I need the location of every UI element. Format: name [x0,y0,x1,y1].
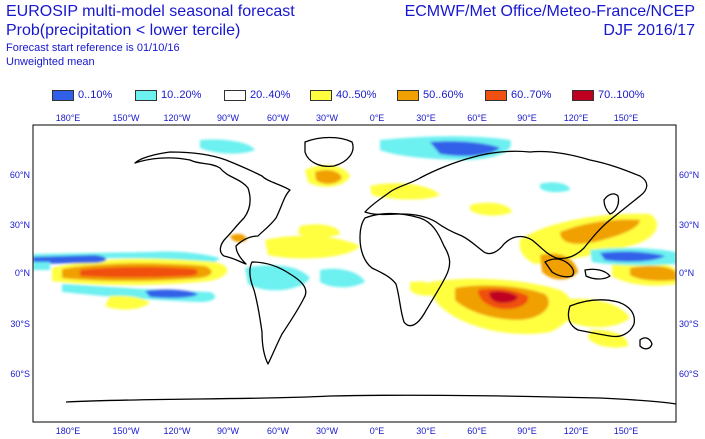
probability-shading [33,136,676,348]
longitude-label: 150°W [112,113,140,123]
shade-yellow-catl [298,224,340,238]
shade-cyan-np-band [33,251,220,262]
shade-yellow-casia [470,202,512,216]
map-title: EUROSIP multi-model seasonal forecast [6,3,295,20]
latitude-label: 60°S [10,369,30,379]
maritime-continent-coast [544,258,575,278]
shade-yellow-africa [410,281,442,296]
legend-swatch [485,90,507,101]
legend-label: 70..100% [598,89,645,101]
longitude-label: 60°E [467,426,487,436]
longitude-label: 150°W [112,426,140,436]
longitude-label: 180°E [56,113,81,123]
antarctica-coast [65,394,676,405]
longitude-label: 90°E [517,426,537,436]
new-zealand-coast [639,337,653,350]
legend-swatch [52,90,74,101]
legend-label: 0..10% [78,89,113,101]
longitude-label: 90°W [217,113,240,123]
latitude-label: 60°N [10,170,30,180]
legend-swatch [572,90,594,101]
longitude-label: 30°E [416,426,436,436]
longitude-label: 120°E [564,113,589,123]
africa-coast [359,212,451,327]
latitude-labels-right: 60°N 30°N 0°N 30°S 60°S [679,170,699,379]
latitude-label: 30°N [10,220,30,230]
latitude-label: 60°N [679,170,699,180]
coastlines [65,136,676,405]
shade-blue-np-band [33,255,107,264]
longitude-label: 60°W [267,113,290,123]
map-subtitle: Prob(precipitation < lower tercile) [6,22,241,39]
longitude-labels-top: 180°E 150°W 120°W 90°W 60°W 30°W 0°E 30°E 60°E 90… [56,113,639,123]
legend-label: 40..50% [336,89,377,101]
longitude-labels-bottom: 180°E 150°W 120°W 90°W 60°W 30°W 0°E 30°E 60°E 90… [56,426,639,436]
latitude-label: 60°S [679,369,699,379]
forecast-reference: Forecast start reference is 01/10/16 [6,42,180,54]
shade-blue-arctic [430,141,500,156]
longitude-label: 0°E [370,113,385,123]
latitude-label: 30°S [679,319,699,329]
longitude-label: 150°E [614,113,639,123]
new-guinea-coast [584,268,611,280]
shade-darkred-indian [489,291,518,303]
shade-yellow-tatl [265,235,360,259]
shade-cyan-samerica [245,265,310,291]
shade-yellow-sp [105,295,150,310]
longitude-label: 60°W [267,426,290,436]
legend-swatch [397,90,419,101]
latitude-labels-left: 60°N 30°N 0°N 30°S 60°S [10,170,30,379]
longitude-label: 120°W [163,426,191,436]
longitude-label: 90°E [517,113,537,123]
shade-blue-wpac [600,251,665,262]
longitude-label: 0°E [370,426,385,436]
season-label: DJF 2016/17 [603,22,695,39]
legend-swatch [310,90,332,101]
eurasia-coast [364,150,648,260]
australia-coast [567,299,636,338]
legend-label: 20..40% [250,89,291,101]
latitude-label: 30°N [679,220,699,230]
shade-blue-sp-band [145,289,198,298]
longitude-label: 30°W [316,426,339,436]
shade-yellow-australia [560,298,630,328]
longitude-label: 60°E [467,113,487,123]
longitude-label: 30°E [416,113,436,123]
latitude-label: 0°N [679,268,694,278]
shade-red-pacific [80,266,198,278]
shade-orange-natl [315,170,342,184]
japan-coast [603,193,620,215]
longitude-label: 180°E [56,426,81,436]
map-frame [32,124,677,423]
shade-orange-easia [560,219,640,244]
legend-label: 60..70% [511,89,552,101]
south-america-coast [249,261,307,365]
shade-cyan-satl [320,268,365,288]
longitude-label: 90°W [217,426,240,436]
legend-label: 10..20% [161,89,202,101]
shade-orange-wpac [630,265,676,281]
legend-swatch [224,90,246,101]
source-centres: ECMWF/Met Office/Meteo-France/NCEP [404,3,695,20]
mean-type: Unweighted mean [6,56,95,68]
north-america-coast [134,151,291,265]
legend-label: 50..60% [423,89,464,101]
longitude-label: 30°W [316,113,339,123]
legend-swatch [135,90,157,101]
longitude-label: 120°E [564,426,589,436]
greenland-coast [304,136,354,168]
shade-cyan-dateline [33,262,50,270]
shade-yellow-europe [370,183,440,200]
shade-cyan-canada [200,139,255,154]
latitude-label: 0°N [15,268,30,278]
longitude-label: 150°E [614,426,639,436]
latitude-label: 30°S [10,319,30,329]
shade-cyan-siberia [540,182,570,193]
longitude-label: 120°W [163,113,191,123]
